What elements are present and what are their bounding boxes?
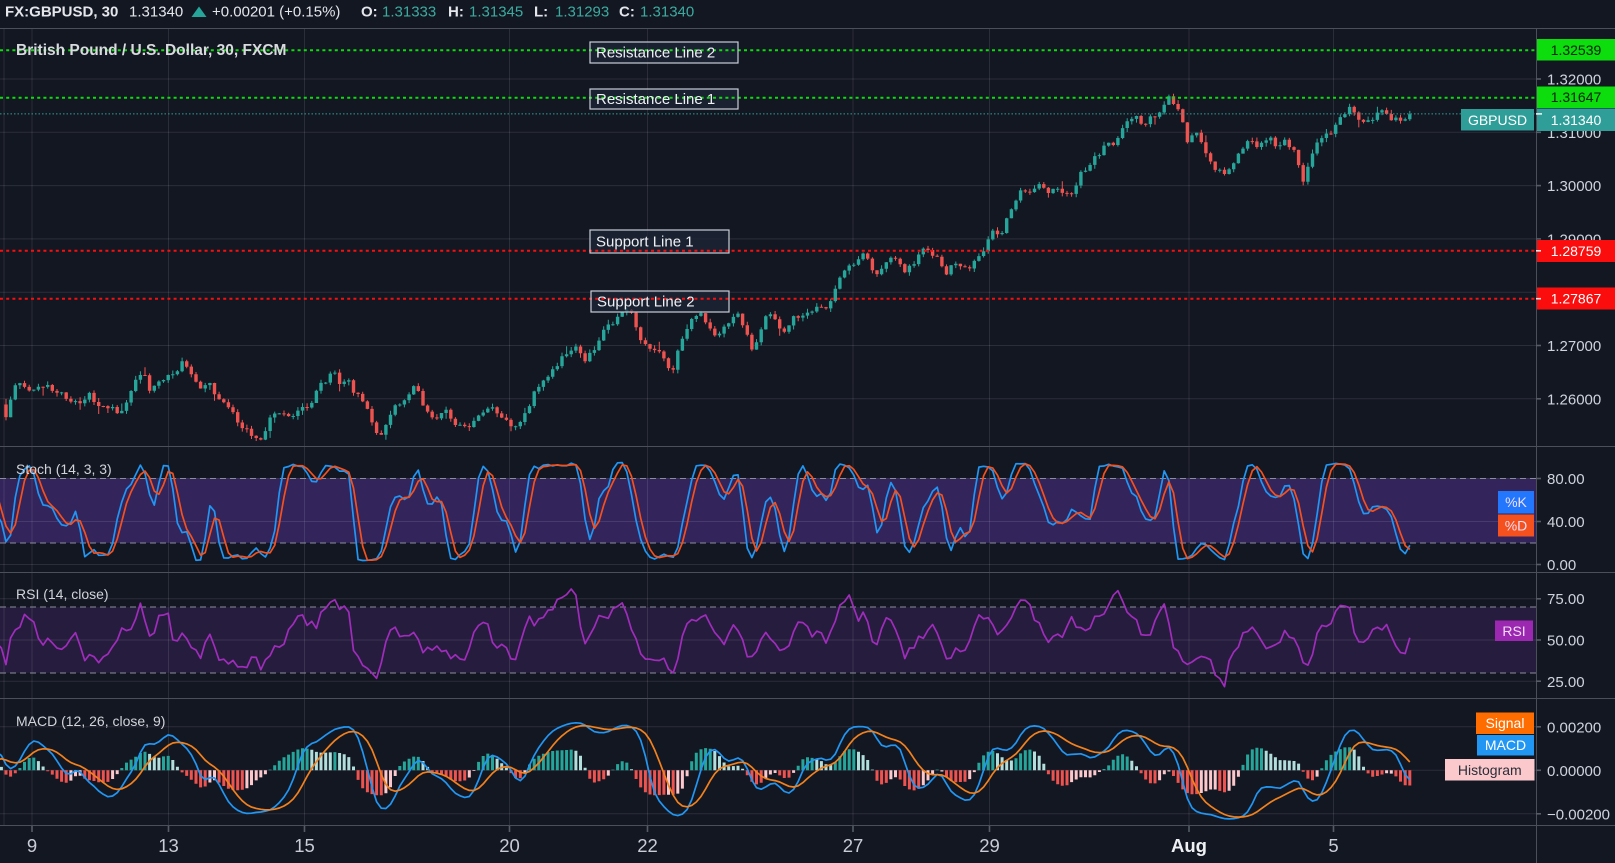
svg-text:Signal: Signal: [1486, 715, 1525, 731]
svg-text:Histogram: Histogram: [1458, 762, 1522, 778]
svg-text:1.27000: 1.27000: [1547, 338, 1601, 355]
svg-text:1.31333: 1.31333: [382, 4, 436, 21]
svg-text:H:: H:: [448, 4, 464, 21]
svg-text:GBPUSD: GBPUSD: [1468, 112, 1527, 128]
svg-text:Stoch (14, 3, 3): Stoch (14, 3, 3): [16, 461, 112, 477]
svg-text:Resistance Line 2: Resistance Line 2: [596, 45, 715, 62]
svg-text:50.00: 50.00: [1547, 633, 1585, 650]
svg-text:1.31340: 1.31340: [129, 4, 183, 21]
svg-text:C:: C:: [619, 4, 635, 21]
svg-text:O:: O:: [361, 4, 378, 21]
svg-text:MACD (12, 26, close, 9): MACD (12, 26, close, 9): [16, 713, 165, 729]
svg-text:22: 22: [637, 835, 658, 856]
svg-text:FX:GBPUSD, 30: FX:GBPUSD, 30: [5, 4, 118, 21]
svg-text:1.30000: 1.30000: [1547, 178, 1601, 195]
svg-text:0.00200: 0.00200: [1547, 719, 1601, 736]
svg-text:L:: L:: [534, 4, 548, 21]
svg-text:Support Line 1: Support Line 1: [596, 234, 694, 251]
svg-text:Aug: Aug: [1171, 835, 1207, 856]
svg-text:75.00: 75.00: [1547, 591, 1585, 608]
svg-text:1.27867: 1.27867: [1551, 291, 1602, 307]
svg-text:−0.00200: −0.00200: [1547, 806, 1610, 823]
svg-text:British Pound / U.S. Dollar, 3: British Pound / U.S. Dollar, 30, FXCM: [16, 42, 286, 59]
svg-text:0.00000: 0.00000: [1547, 763, 1601, 780]
svg-text:5: 5: [1328, 835, 1338, 856]
svg-text:1.26000: 1.26000: [1547, 391, 1601, 408]
svg-text:1.28759: 1.28759: [1551, 243, 1602, 259]
svg-text:RSI: RSI: [1502, 623, 1525, 639]
svg-text:+0.00201 (+0.15%): +0.00201 (+0.15%): [212, 4, 340, 21]
svg-text:0.00: 0.00: [1547, 557, 1576, 574]
svg-text:Resistance Line 1: Resistance Line 1: [596, 91, 715, 108]
svg-text:15: 15: [294, 835, 315, 856]
svg-text:Support Line 2: Support Line 2: [597, 294, 695, 311]
svg-text:1.31293: 1.31293: [555, 4, 609, 21]
svg-text:25.00: 25.00: [1547, 674, 1585, 691]
svg-text:1.31345: 1.31345: [469, 4, 523, 21]
svg-text:%D: %D: [1505, 518, 1528, 534]
svg-text:9: 9: [27, 835, 37, 856]
svg-text:80.00: 80.00: [1547, 471, 1585, 488]
svg-text:1.32000: 1.32000: [1547, 72, 1601, 89]
svg-text:1.31340: 1.31340: [640, 4, 694, 21]
svg-text:MACD: MACD: [1485, 737, 1526, 753]
svg-text:20: 20: [499, 835, 520, 856]
svg-text:1.32539: 1.32539: [1551, 42, 1602, 58]
svg-text:40.00: 40.00: [1547, 514, 1585, 531]
svg-text:%K: %K: [1505, 494, 1527, 510]
svg-text:27: 27: [843, 835, 864, 856]
svg-text:RSI (14, close): RSI (14, close): [16, 586, 109, 602]
svg-text:13: 13: [158, 835, 179, 856]
svg-text:1.31340: 1.31340: [1551, 112, 1602, 128]
svg-text:1.31647: 1.31647: [1551, 89, 1602, 105]
svg-text:29: 29: [979, 835, 1000, 856]
